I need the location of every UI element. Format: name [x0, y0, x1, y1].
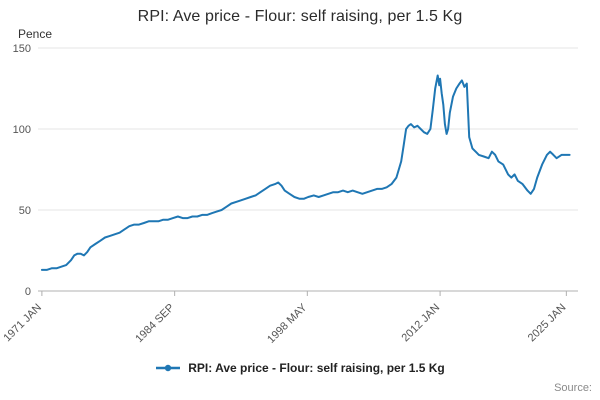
plot-area: 0 50 100 150 1971 JAN 1984 SEP 1998 MAY 2012 JA… — [1, 43, 578, 346]
x-tick-label: 1971 JAN — [1, 302, 44, 345]
source-label: Source: — [554, 382, 592, 394]
series-line-marker-icon — [156, 364, 181, 372]
x-tick-label: 1984 SEP — [133, 302, 177, 346]
x-tick-label: 2012 JAN — [400, 302, 443, 345]
y-axis-unit-label: Pence — [18, 27, 53, 41]
chart-title: RPI: Ave price - Flour: self raising, pe… — [137, 8, 463, 25]
legend-item[interactable]: RPI: Ave price - Flour: self raising, pe… — [155, 361, 445, 375]
x-tick-label: 2025 JAN — [526, 302, 569, 345]
y-tick-label: 100 — [13, 124, 31, 136]
y-tick-label: 50 — [19, 205, 31, 217]
y-tick-label: 150 — [13, 43, 31, 55]
series-line — [40, 74, 571, 271]
legend: RPI: Ave price - Flour: self raising, pe… — [0, 361, 600, 375]
y-tick-label: 0 — [25, 286, 31, 298]
x-tick-label: 1998 MAY — [265, 301, 310, 346]
legend-label: RPI: Ave price - Flour: self raising, pe… — [188, 361, 445, 375]
